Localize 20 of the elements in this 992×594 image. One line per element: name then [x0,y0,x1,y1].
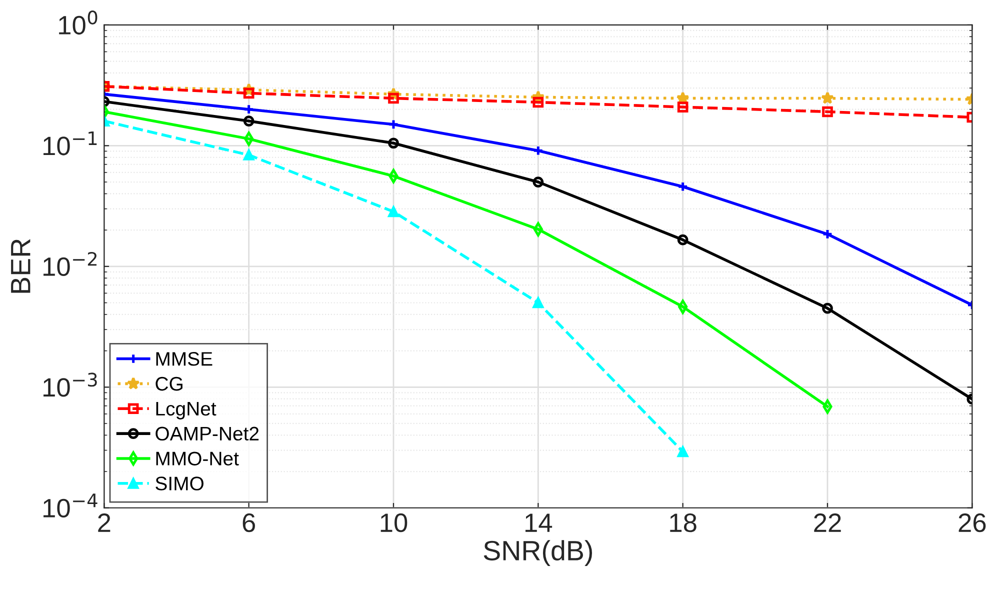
x-tick-label: 18 [670,513,696,532]
legend-label: MMSE [156,352,212,366]
x-tick-label: 14 [525,514,552,532]
x-tick-label: 26 [958,513,986,532]
y-tick-label: 10$^{−1}$ [44,131,97,156]
x-tick-label: 6 [242,513,256,532]
y-tick-label: 10$^{0}$ [59,10,98,35]
legend-label: CG [156,376,182,391]
x-tick-label: 22 [814,513,841,532]
y-tick-label: 10$^{−4}$ [44,494,98,518]
x-axis-title: SNR(dB) [484,540,592,566]
legend-label: SIMO [156,476,204,490]
x-tick-label: 10 [380,513,408,532]
y-tick-label: 10$^{−3}$ [44,372,97,397]
y-tick-label: 10$^{−2}$ [44,252,96,276]
y-axis-title: BER [11,239,30,293]
x-tick-label: 2 [98,513,110,532]
legend-label: OAMP-Net2 [156,426,259,441]
legend-label: MMO-Net [156,452,239,466]
legend-label: LcgNet [156,402,216,420]
